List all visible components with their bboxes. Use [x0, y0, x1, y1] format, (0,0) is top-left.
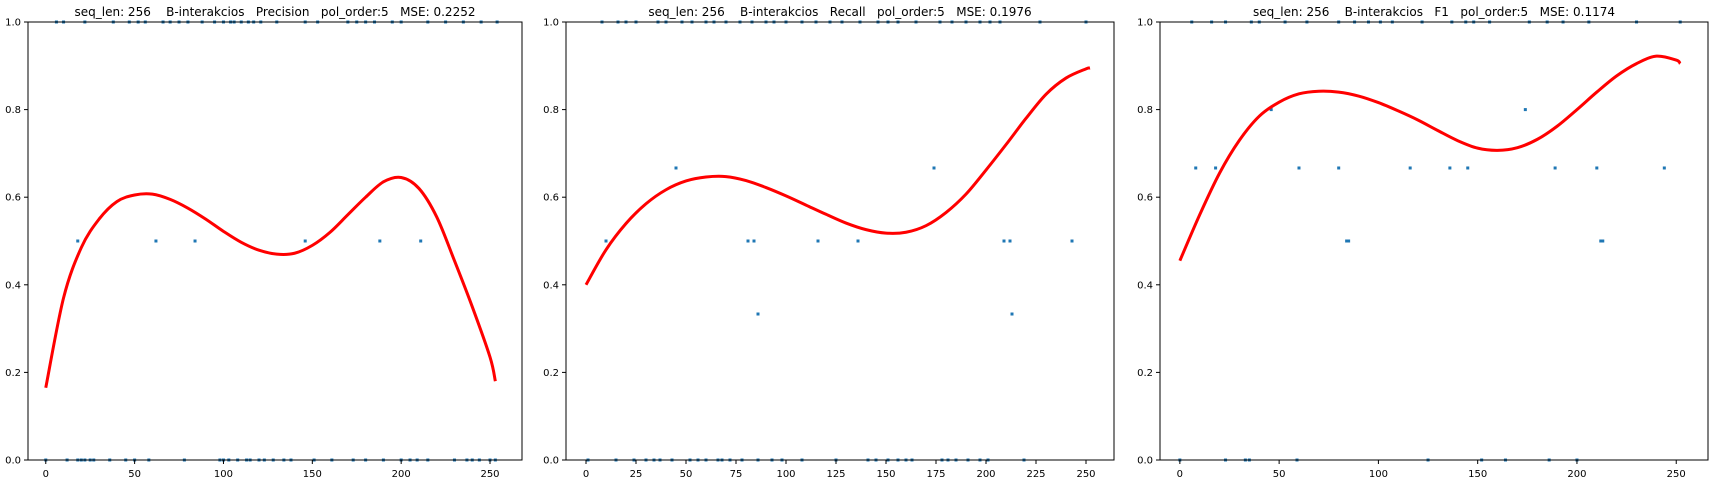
- x-tick-label: 150: [876, 469, 895, 480]
- x-tick-label: 250: [1076, 469, 1095, 480]
- x-tick-label: 0: [583, 469, 589, 480]
- scatter-point: [76, 239, 80, 243]
- y-tick-label: 0.6: [543, 193, 559, 204]
- chart-title: seq_len: 256 B-interakcios F1 pol_order:…: [1253, 5, 1615, 19]
- x-tick-label: 100: [776, 469, 795, 480]
- scatter-point: [1337, 166, 1341, 170]
- y-tick-label: 0.2: [1137, 368, 1153, 379]
- x-tick-label: 75: [730, 469, 743, 480]
- scatter-point: [1345, 239, 1349, 243]
- y-tick-label: 1.0: [543, 18, 559, 29]
- y-tick-label: 1.0: [5, 18, 21, 29]
- scatter-point: [1595, 166, 1599, 170]
- subplot-2: 0 25 50 75 100 125 150 175 200 225 250 0.0 0.2 0.4 0.6…: [543, 5, 1115, 480]
- polynomial-fit-line: [44, 175, 497, 389]
- scatter-point: [1297, 166, 1301, 170]
- y-tick-label: 0.0: [5, 456, 21, 467]
- scatter-point: [1269, 108, 1273, 112]
- x-tick-label: 150: [1468, 469, 1487, 480]
- scatter-point: [1194, 166, 1198, 170]
- scatter-point: [1599, 239, 1603, 243]
- y-tick-label: 0.4: [1137, 280, 1153, 291]
- polynomial-fit-line: [1178, 54, 1682, 262]
- subplot-3: 0 50 100 150 200 250 0.0 0.2 0.4 0.6 0.8 1.0 seq_len…: [1137, 5, 1709, 480]
- y-tick-label: 0.8: [543, 105, 559, 116]
- x-tick-label: 50: [128, 469, 141, 480]
- y-tick-label: 0.8: [5, 105, 21, 116]
- scatter-series: [1178, 20, 1682, 462]
- x-tick-label: 175: [926, 469, 945, 480]
- y-tick-label: 0.4: [5, 280, 21, 291]
- axes-frame: [1159, 21, 1709, 461]
- scatter-point: [193, 239, 197, 243]
- y-tick-label: 0.8: [1137, 105, 1153, 116]
- scatter-point: [1214, 166, 1218, 170]
- x-tick-label: 100: [1369, 469, 1388, 480]
- scatter-point: [674, 166, 678, 170]
- scatter-point: [378, 239, 382, 243]
- y-tick-label: 0.0: [543, 456, 559, 467]
- scatter-point: [1553, 166, 1557, 170]
- scatter-point: [303, 239, 307, 243]
- scatter-point: [746, 239, 750, 243]
- y-tick-label: 0.6: [5, 193, 21, 204]
- scatter-point: [1662, 166, 1666, 170]
- x-tick-label: 100: [214, 469, 233, 480]
- chart-title: seq_len: 256 B-interakcios Precision pol…: [75, 5, 476, 19]
- subplot-1: 0 50 100 150 200 250 0.0 0.2 0.4 0.6 0.8 1.0 seq_len…: [5, 5, 523, 480]
- x-tick-label: 0: [43, 469, 49, 480]
- scatter-point: [1347, 239, 1351, 243]
- y-tick-label: 0.0: [1137, 456, 1153, 467]
- y-tick-label: 0.2: [5, 368, 21, 379]
- x-tick-label: 125: [826, 469, 845, 480]
- scatter-point: [154, 239, 158, 243]
- y-tick-label: 0.2: [543, 368, 559, 379]
- scatter-point: [604, 239, 608, 243]
- polynomial-fit-line: [584, 66, 1091, 286]
- y-tick-label: 0.6: [1137, 193, 1153, 204]
- y-tick-label: 0.4: [543, 280, 559, 291]
- scatter-point: [1010, 312, 1014, 316]
- scatter-point: [1070, 239, 1074, 243]
- scatter-point: [1008, 239, 1012, 243]
- scatter-series: [44, 20, 499, 462]
- x-tick-label: 150: [303, 469, 322, 480]
- x-tick-label: 200: [1567, 469, 1586, 480]
- scatter-point: [816, 239, 820, 243]
- x-tick-label: 250: [1667, 469, 1686, 480]
- x-tick-label: 225: [1026, 469, 1045, 480]
- scatter-series: [586, 20, 1088, 462]
- chart-title: seq_len: 256 B-interakcios Recall pol_or…: [648, 5, 1031, 19]
- scatter-point: [1002, 239, 1006, 243]
- scatter-point: [932, 166, 936, 170]
- x-tick-label: 25: [630, 469, 643, 480]
- scatter-point: [419, 239, 423, 243]
- scatter-point: [752, 239, 756, 243]
- x-tick-label: 0: [1177, 469, 1183, 480]
- scatter-point: [1466, 166, 1470, 170]
- y-tick-label: 1.0: [1137, 18, 1153, 29]
- axes-frame: [27, 21, 523, 461]
- x-tick-label: 200: [392, 469, 411, 480]
- scatter-point: [756, 312, 760, 316]
- axes-frame: [565, 21, 1115, 461]
- scatter-point: [1408, 166, 1412, 170]
- x-tick-label: 200: [976, 469, 995, 480]
- x-tick-label: 50: [680, 469, 693, 480]
- x-tick-label: 250: [480, 469, 499, 480]
- scatter-point: [1448, 166, 1452, 170]
- scatter-point: [856, 239, 860, 243]
- x-tick-label: 50: [1273, 469, 1286, 480]
- scatter-point: [1523, 108, 1527, 112]
- scatter-point: [1601, 239, 1605, 243]
